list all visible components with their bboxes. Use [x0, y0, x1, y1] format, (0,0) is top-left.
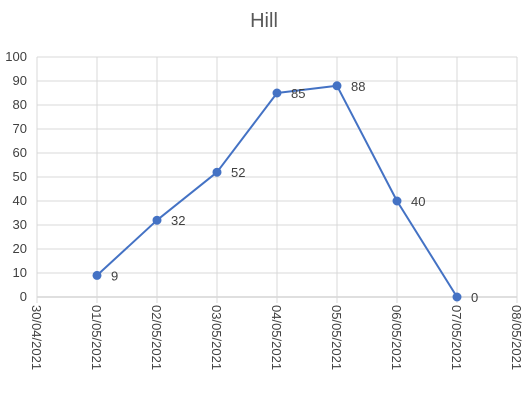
data-point	[152, 215, 162, 225]
y-tick-label: 70	[13, 121, 27, 136]
data-point	[212, 167, 222, 177]
y-tick-label: 40	[13, 193, 27, 208]
x-tick-label: 08/05/2021	[509, 305, 524, 370]
data-label: 0	[471, 290, 478, 305]
y-tick-label: 20	[13, 241, 27, 256]
y-tick-label: 10	[13, 265, 27, 280]
y-tick-label: 50	[13, 169, 27, 184]
data-label: 52	[231, 165, 245, 180]
x-tick-label: 30/04/2021	[29, 305, 44, 370]
x-tick-label: 04/05/2021	[269, 305, 284, 370]
data-label: 88	[351, 79, 365, 94]
x-tick-label: 02/05/2021	[149, 305, 164, 370]
data-point	[272, 88, 282, 98]
data-label: 32	[171, 213, 185, 228]
y-tick-label: 80	[13, 97, 27, 112]
y-tick-label: 0	[20, 289, 27, 304]
data-point	[92, 270, 102, 280]
x-tick-label: 01/05/2021	[89, 305, 104, 370]
y-tick-label: 90	[13, 73, 27, 88]
y-tick-label: 100	[5, 49, 27, 64]
data-label: 85	[291, 86, 305, 101]
x-tick-label: 06/05/2021	[389, 305, 404, 370]
data-label: 9	[111, 268, 118, 283]
y-tick-label: 30	[13, 217, 27, 232]
x-tick-label: 05/05/2021	[329, 305, 344, 370]
x-tick-label: 07/05/2021	[449, 305, 464, 370]
y-tick-label: 60	[13, 145, 27, 160]
data-point	[392, 196, 402, 206]
data-point	[452, 292, 462, 302]
chart-title: Hill	[250, 10, 278, 32]
data-point	[332, 81, 342, 91]
data-label: 40	[411, 194, 425, 209]
x-tick-label: 03/05/2021	[209, 305, 224, 370]
